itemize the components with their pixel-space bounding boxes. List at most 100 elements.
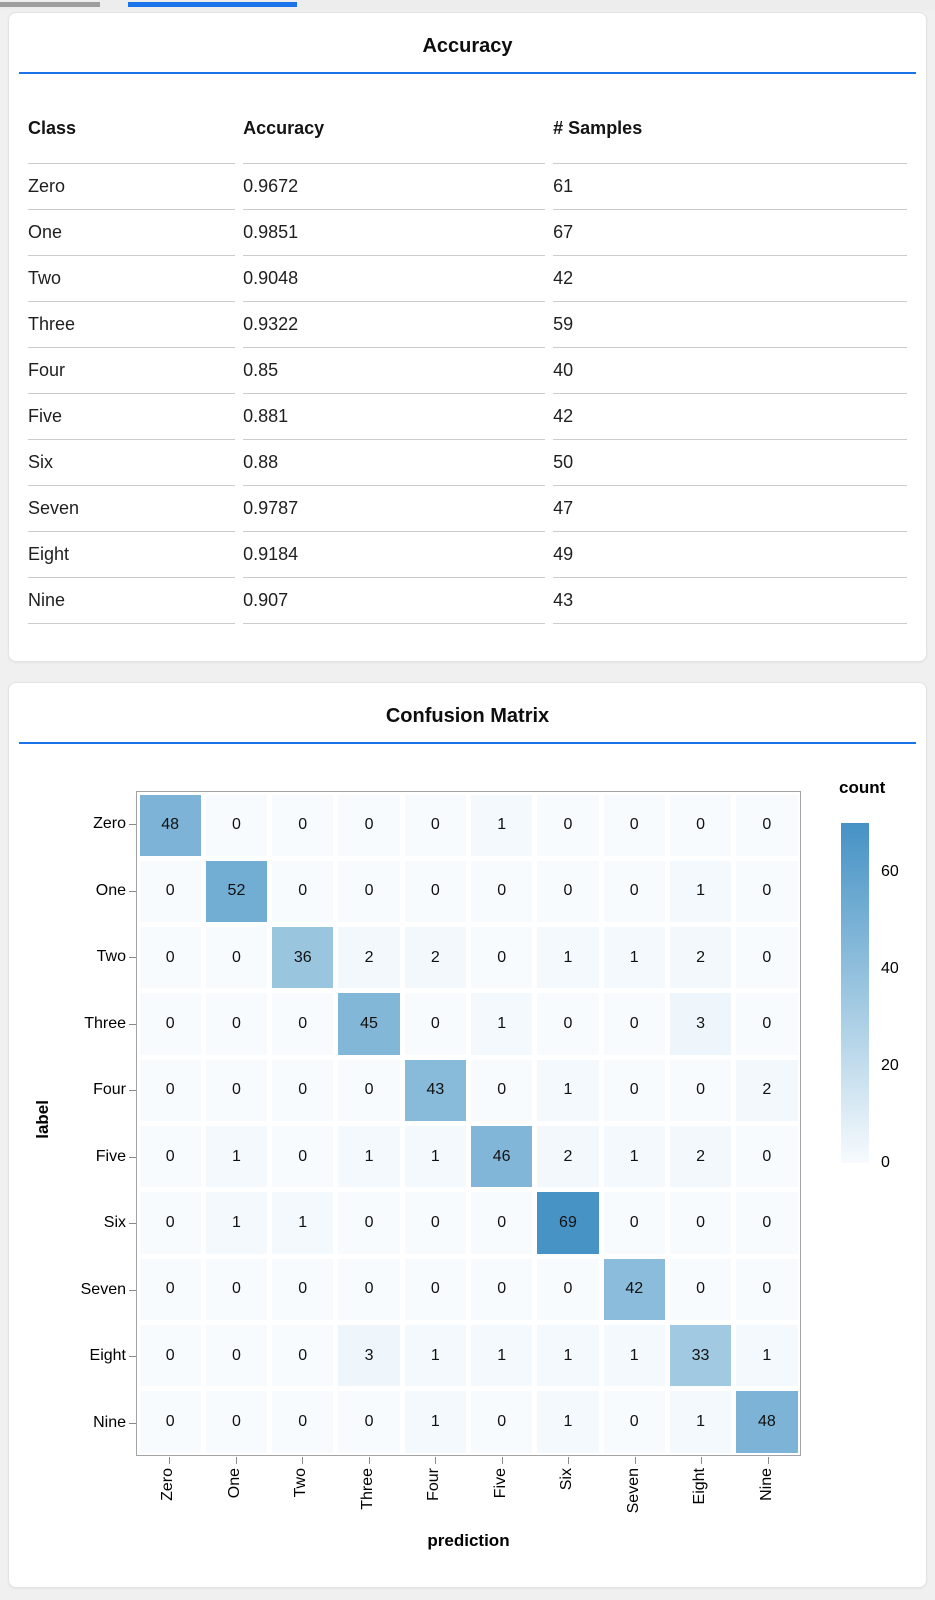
x-axis-tick [435,1457,436,1464]
matrix-cell: 1 [402,1322,468,1388]
x-axis-label: Two [292,1468,309,1498]
matrix-cell: 0 [137,1322,203,1388]
matrix-cell: 43 [402,1057,468,1123]
matrix-cell: 0 [734,1124,800,1190]
matrix-cell: 1 [535,1057,601,1123]
matrix-cell: 1 [402,1124,468,1190]
table-row: Five 0.881 42 [28,394,907,440]
matrix-cell: 0 [203,1256,269,1322]
column-header-accuracy: Accuracy [243,92,546,164]
y-axis-tick [129,1024,136,1025]
matrix-cell: 0 [734,792,800,858]
table-cell: Nine [28,578,236,624]
x-axis-label: Four [425,1468,442,1501]
matrix-cell: 0 [667,1190,733,1256]
accuracy-table-header-row: Class Accuracy # Samples [28,92,907,164]
legend-tick-label: 60 [881,863,899,880]
y-axis-label: Seven [80,1281,126,1298]
matrix-cell: 1 [469,991,535,1057]
table-cell: One [28,210,236,256]
table-cell: 0.9184 [243,532,546,578]
matrix-cell: 0 [601,858,667,924]
matrix-cell: 0 [667,1256,733,1322]
matrix-cell: 1 [203,1124,269,1190]
x-axis-label: Seven [625,1468,642,1514]
x-axis-label: Zero [159,1468,176,1501]
table-cell: Seven [28,486,236,532]
matrix-cell: 1 [601,925,667,991]
y-axis-tick [129,1290,136,1291]
legend-gradient-bar [841,823,869,1163]
y-axis-tick [129,957,136,958]
table-cell: 0.9048 [243,256,546,302]
matrix-cell: 0 [336,1057,402,1123]
y-axis-label: Five [95,1148,126,1165]
matrix-cell: 0 [469,1190,535,1256]
matrix-cell: 0 [734,991,800,1057]
matrix-cell: 0 [601,792,667,858]
y-axis-label: One [95,882,126,899]
heatmap-grid: 48 0 0 0 0 1 0 0 0 0 0 52 0 0 0 0 0 0 1 0 0 0 36 2 2 0 1 1 2 0 0 0 0 45 0 1… [136,791,801,1456]
y-axis-label: Nine [93,1414,126,1431]
matrix-cell: 0 [137,1057,203,1123]
table-row: Seven 0.9787 47 [28,486,907,532]
table-row: One 0.9851 67 [28,210,907,256]
matrix-cell: 0 [137,1124,203,1190]
table-cell: 42 [553,256,907,302]
table-cell: Zero [28,164,236,210]
matrix-cell: 0 [667,792,733,858]
matrix-cell: 1 [535,925,601,991]
matrix-cell: 0 [402,1190,468,1256]
y-axis-title: label [33,1100,52,1139]
matrix-cell: 0 [734,1190,800,1256]
matrix-cell: 0 [601,991,667,1057]
table-cell: Five [28,394,236,440]
table-row: Six 0.88 50 [28,440,907,486]
matrix-cell: 1 [203,1190,269,1256]
x-axis-label: Nine [758,1468,775,1501]
matrix-cell: 0 [402,792,468,858]
matrix-cell: 0 [336,1256,402,1322]
x-axis-tick [768,1457,769,1464]
matrix-cell: 0 [667,1057,733,1123]
matrix-cell: 0 [203,925,269,991]
table-cell: 0.9787 [243,486,546,532]
matrix-cell: 0 [734,858,800,924]
x-axis-tick [302,1457,303,1464]
legend-tick-label: 0 [881,1154,890,1171]
y-axis-tick [129,1356,136,1357]
matrix-cell: 0 [535,792,601,858]
x-axis-label: Five [492,1468,509,1499]
column-header-samples: # Samples [553,92,907,164]
matrix-cell: 69 [535,1190,601,1256]
matrix-cell: 0 [469,1057,535,1123]
matrix-cell: 0 [270,1322,336,1388]
matrix-cell: 2 [535,1124,601,1190]
matrix-cell: 0 [137,858,203,924]
table-cell: 0.9851 [243,210,546,256]
matrix-cell: 0 [137,1190,203,1256]
matrix-cell: 2 [402,925,468,991]
accuracy-panel-title: Accuracy [422,35,513,57]
confusion-matrix-chart: 48 0 0 0 0 1 0 0 0 0 0 52 0 0 0 0 0 0 1 0 0 0 36 2 2 0 1 1 2 0 0 0 0 45 0 1… [9,683,926,1587]
table-cell: 0.9322 [243,302,546,348]
table-cell: 40 [553,348,907,394]
matrix-cell: 0 [137,991,203,1057]
matrix-cell: 1 [667,1389,733,1455]
matrix-cell: 0 [336,792,402,858]
x-axis-tick [568,1457,569,1464]
matrix-cell: 2 [734,1057,800,1123]
active-tab-indicator[interactable] [128,2,297,7]
matrix-cell: 0 [270,858,336,924]
y-axis-label: Six [103,1214,126,1231]
matrix-cell: 1 [336,1124,402,1190]
matrix-cell: 0 [734,925,800,991]
y-axis-tick [129,1423,136,1424]
matrix-cell: 0 [137,1256,203,1322]
table-row: Zero 0.9672 61 [28,164,907,210]
y-axis-tick [129,824,136,825]
x-axis-tick [502,1457,503,1464]
confusion-matrix-title: Confusion Matrix [385,705,550,727]
matrix-cell: 36 [270,925,336,991]
matrix-cell: 0 [203,792,269,858]
